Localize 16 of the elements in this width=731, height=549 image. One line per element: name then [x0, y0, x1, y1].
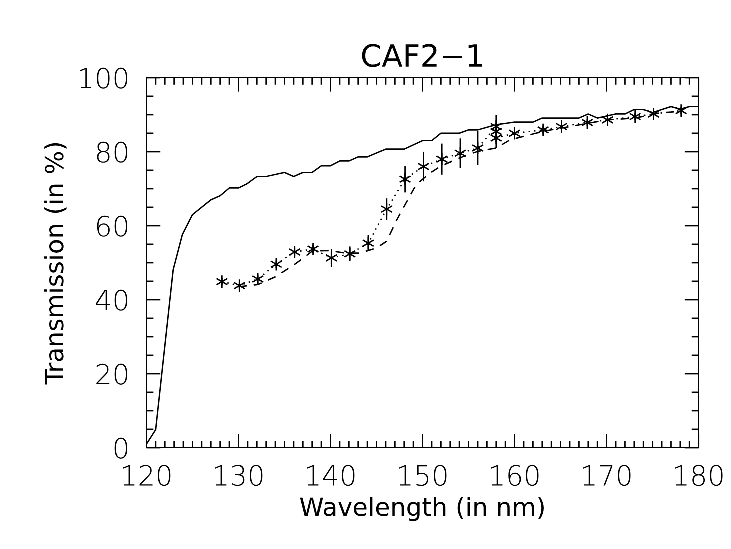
y-tick-label: 80 — [97, 142, 128, 163]
x-tick-label: 150 — [399, 465, 447, 486]
x-tick-label: 120 — [123, 465, 171, 486]
x-tick-label: 170 — [583, 465, 631, 486]
x-tick-label: 180 — [675, 465, 723, 486]
y-tick-label: 60 — [97, 216, 128, 237]
y-tick-label: 20 — [96, 364, 128, 385]
chart-title: CAF2−1 — [362, 44, 482, 68]
y-tick-label: 40 — [96, 290, 128, 311]
y-tick-label: 0 — [114, 438, 128, 459]
x-axis-title: Wavelength (in nm) — [300, 497, 544, 522]
y-tick-label: 100 — [80, 68, 128, 89]
x-tick-label: 140 — [307, 465, 355, 486]
x-tick-label: 130 — [215, 465, 263, 486]
y-axis-title: Transmission (in %) — [44, 143, 67, 385]
x-tick-label: 160 — [491, 465, 539, 486]
